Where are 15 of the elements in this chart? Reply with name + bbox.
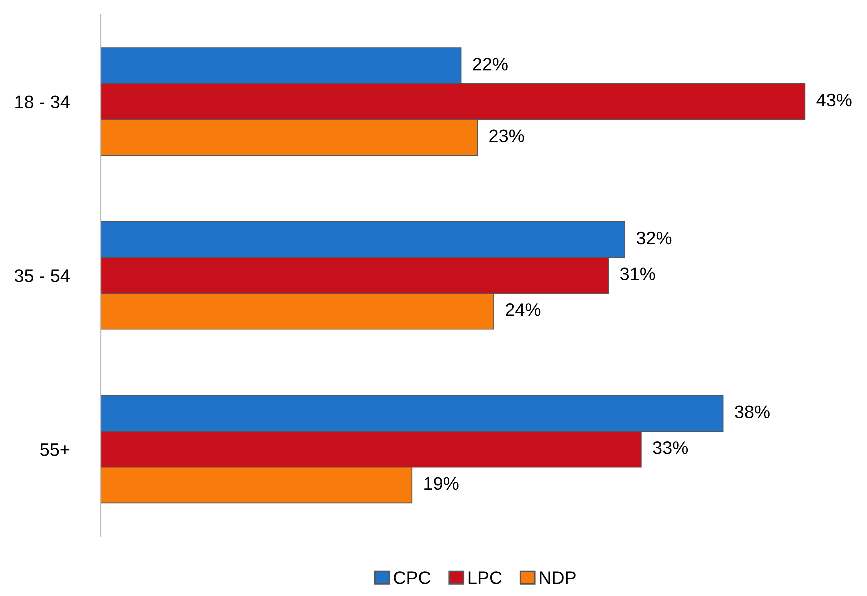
y-tick-label: 55+: [40, 444, 70, 456]
data-label: 24%: [506, 304, 541, 316]
data-label: 19%: [424, 477, 459, 490]
legend-label: CPC: [394, 572, 431, 584]
y-tick-label: 18 - 34: [16, 96, 70, 109]
data-label: 31%: [620, 268, 656, 280]
data-label: 32%: [636, 232, 672, 245]
data-label: 23%: [490, 130, 524, 142]
data-label: 38%: [735, 406, 770, 419]
data-label: 22%: [473, 58, 508, 71]
legend-label: LPC: [468, 572, 502, 584]
y-tick-label: 35 - 54: [14, 270, 70, 282]
data-label: 33%: [653, 442, 688, 454]
data-label: 43%: [816, 94, 852, 107]
legend-label: NDP: [540, 572, 576, 584]
